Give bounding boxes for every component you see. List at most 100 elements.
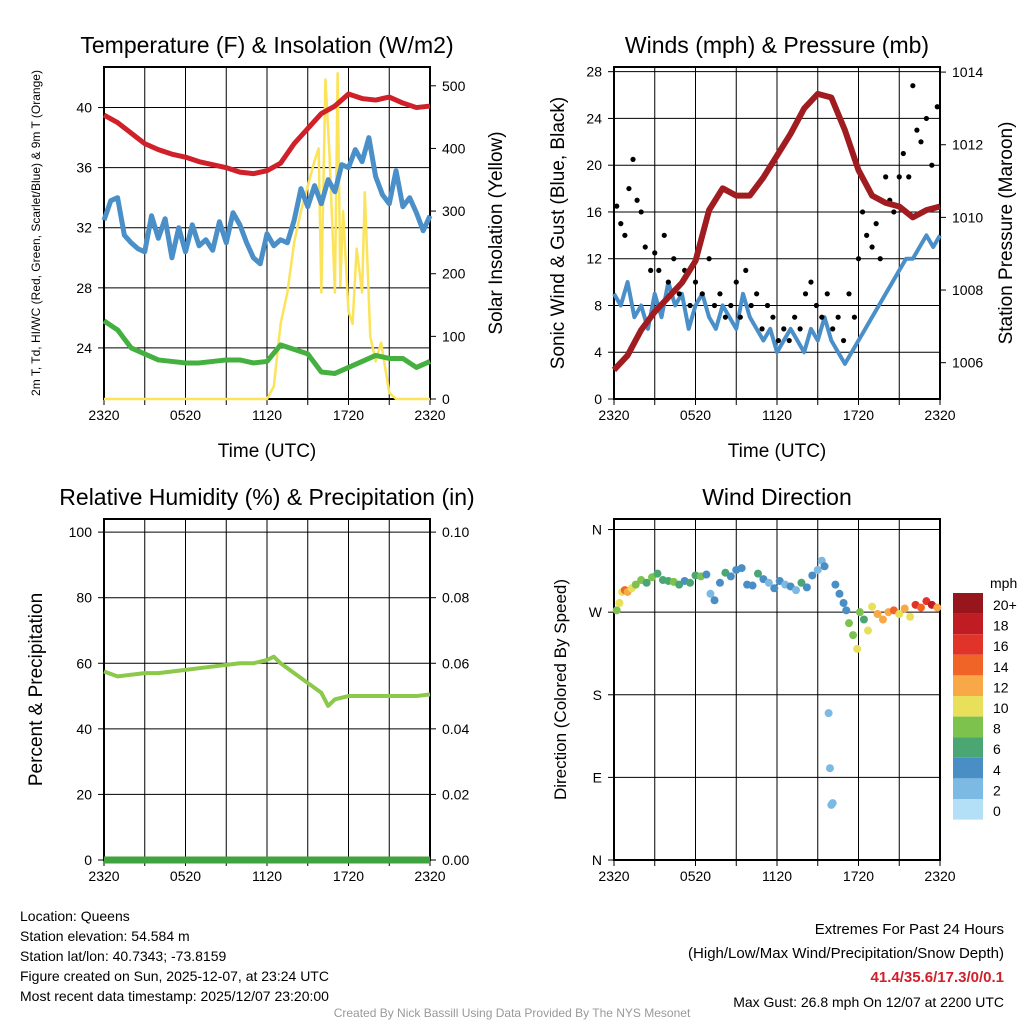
x-tick-label: 1120 [762,868,792,884]
y2-tick-label: 0.08 [442,590,469,606]
direction-point [873,610,882,619]
x-tick-label: 2320 [924,868,955,884]
plot-frame [613,518,941,861]
direction-point [933,603,942,612]
y2-tick-label: 500 [442,78,466,94]
x-tick-label: 0520 [170,868,201,884]
y-tick-label: 28 [76,280,92,296]
gust-point [614,203,620,209]
series-relative-humidity [103,654,431,708]
gust-point [896,174,902,180]
direction-point [828,799,837,808]
extremes-values: 41.4/35.6/17.3/0/0.1 [870,969,1004,986]
gust-point [759,326,765,332]
station-info: Location: Queens Station elevation: 54.5… [20,906,329,1006]
y2-tick-label: 1014 [952,64,983,80]
plot-frame [613,66,941,400]
y-tick-label: 100 [69,524,93,540]
x-tick-label: 2320 [598,868,629,884]
legend-label: 4 [993,762,1001,778]
gust-point [869,244,875,250]
legend-swatch [953,593,983,614]
chart-title: Temperature (F) & Insolation (W/m2) [80,32,453,58]
gust-point [840,337,847,344]
max-gust: Max Gust: 26.8 mph On 12/07 at 2200 UTC [733,994,1004,1010]
y-tick-label: 80 [76,590,92,606]
y2-tick-label: 1012 [952,137,983,153]
y2-tick-label: 0.06 [442,655,469,671]
x-tick-label: 1720 [843,868,874,884]
y2-tick-label: 1010 [952,209,983,225]
y-tick-label: 24 [76,340,92,356]
gust-point [638,209,644,215]
x-tick-label: 0520 [170,407,201,423]
gust-point [923,115,930,122]
legend-label: 14 [993,659,1009,675]
gust-point [830,326,836,332]
chart-title: Wind Direction [702,484,852,510]
gust-point [934,104,940,110]
gust-point [792,314,798,320]
direction-point [737,564,746,573]
legend-swatch [953,737,983,758]
gust-point [687,302,693,309]
y-tick-label: S [593,687,602,703]
direction-point [831,580,840,589]
series-station-pressure [611,90,941,372]
gust-point [819,314,825,320]
legend-title: mph [990,575,1017,591]
gust-point [748,302,754,309]
gust-point [910,83,916,89]
extremes-title: Extremes For Past 24 Hours [814,921,1004,938]
gust-point [764,302,771,309]
y-tick-label: 28 [586,64,602,80]
direction-point [878,615,887,624]
location: Location: Queens [20,908,130,924]
legend-swatch [953,634,983,655]
direction-point [653,569,662,578]
gust-point [671,256,677,262]
y-tick-label: 40 [76,721,92,737]
direction-point [835,589,844,598]
gust-point [864,232,870,238]
gust-point [855,256,862,262]
direction-point [748,581,757,590]
gust-point [676,291,682,297]
gust-point [733,279,739,285]
gust-point [846,291,852,297]
legend-swatch [953,778,983,799]
y-tick-label: 4 [594,344,602,360]
y-tick-label: N [592,852,602,868]
gust-point [891,209,897,215]
gust-point [665,279,671,285]
legend-swatch [953,716,983,738]
legend-swatch [953,696,983,717]
gust-point [717,291,723,297]
gust-point [630,156,636,162]
direction-point [825,764,834,773]
legend-label: 12 [993,679,1009,695]
gust-point [797,326,803,332]
y2-tick-label: 100 [442,328,466,344]
gust-point [851,314,858,320]
y-tick-label: W [589,604,603,620]
chart-title: Winds (mph) & Pressure (mb) [625,32,929,58]
direction-point [706,589,715,598]
direction-point [864,626,873,635]
y-tick-label: 20 [586,157,602,173]
gust-point [656,267,662,274]
series-wind-chill [101,135,433,267]
gust-point [906,174,912,180]
y2-tick-label: 0 [442,391,450,407]
y2-tick-label: 0.02 [442,786,469,802]
legend-swatch [953,799,983,820]
legend-swatch [953,757,983,779]
legend-label: 16 [993,638,1009,654]
y-tick-label: 40 [76,100,92,116]
gust-point [883,174,889,180]
gust-point [929,162,935,168]
gust-point [648,267,654,274]
y-tick-label: 16 [586,204,602,220]
gust-point [808,279,814,285]
y-tick-label: 24 [586,110,602,126]
